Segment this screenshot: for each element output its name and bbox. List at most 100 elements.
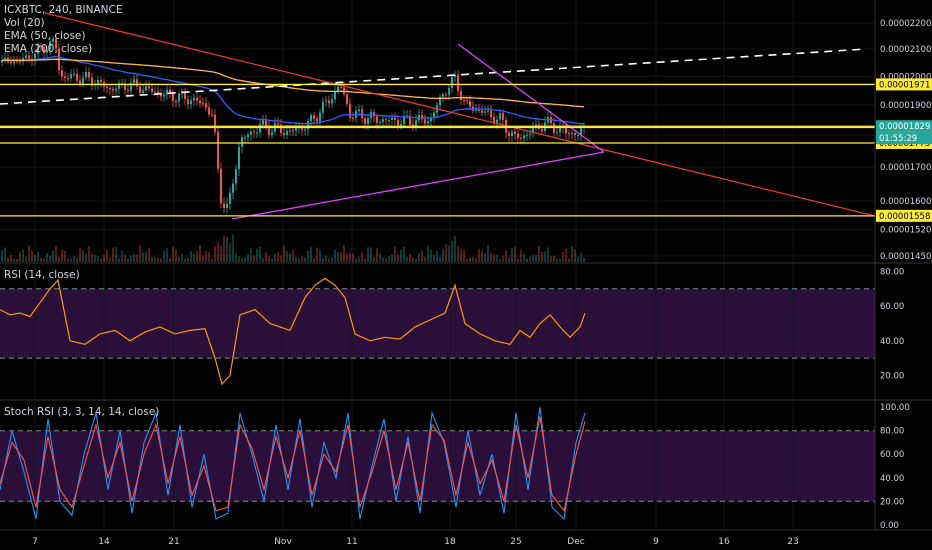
candle-body <box>151 88 153 92</box>
candle-body <box>364 118 366 124</box>
volume-bar <box>565 248 567 262</box>
volume-bar <box>220 246 222 262</box>
volume-bar <box>481 250 483 262</box>
candle-body <box>340 86 342 88</box>
volume-bar <box>175 249 177 262</box>
candle-body <box>61 70 63 77</box>
volume-bar <box>70 258 72 262</box>
volume-bar <box>577 256 579 262</box>
volume-bar <box>109 257 111 262</box>
volume-bar <box>568 258 570 262</box>
triangle-lower-line[interactable] <box>231 151 605 220</box>
candle-body <box>334 91 336 100</box>
candle-body <box>130 82 132 91</box>
volume-bar <box>310 246 312 262</box>
candle-body <box>64 76 66 79</box>
rsi-legend[interactable]: RSI (14, close) <box>4 269 80 281</box>
trend-drawings[interactable] <box>0 12 876 220</box>
candle-body <box>316 118 318 122</box>
volume-bar <box>172 246 174 262</box>
descending-trendline[interactable] <box>44 12 876 217</box>
rsi-legend-box: RSI (14, close) <box>4 269 80 282</box>
volume-bar <box>112 247 114 262</box>
osc-tick-label: 80.00 <box>880 427 904 437</box>
candle-body <box>25 55 27 58</box>
candle-body <box>211 114 213 116</box>
candle-body <box>115 88 117 91</box>
osc-tick-label: 20.00 <box>880 497 904 507</box>
volume-bar <box>262 258 264 262</box>
volume-bar <box>28 245 30 262</box>
candle-body <box>337 86 339 92</box>
candle-body <box>358 109 360 112</box>
candle-body <box>256 132 258 134</box>
osc-tick-label: 60.00 <box>880 450 904 460</box>
volume-bar <box>301 255 303 262</box>
x-tick-label: 18 <box>444 537 456 547</box>
volume-bar <box>379 253 381 262</box>
x-tick-label: 23 <box>787 537 798 547</box>
volume-bar <box>355 258 357 262</box>
volume-bar <box>250 248 252 262</box>
candle-body <box>313 115 315 119</box>
volume-bar <box>157 257 159 262</box>
candle-body <box>241 137 243 147</box>
ema50-legend[interactable]: EMA (50, close) <box>4 30 86 42</box>
candle-body <box>124 82 126 90</box>
stoch-legend[interactable]: Stoch RSI (3, 3, 14, 14, close) <box>4 406 160 418</box>
volume-bar <box>505 250 507 262</box>
volume-bar <box>436 250 438 262</box>
candle-body <box>310 115 312 122</box>
candle-body <box>307 121 309 130</box>
candle-body <box>442 94 444 97</box>
volume-bar <box>412 257 414 262</box>
triangle-upper-line[interactable] <box>457 43 605 153</box>
volume-bar <box>229 243 231 262</box>
candle-body <box>1 60 3 63</box>
volume-bar <box>55 245 57 262</box>
candle-body <box>250 131 252 135</box>
volume-bar <box>448 245 450 262</box>
candle-body <box>238 146 240 170</box>
candle-body <box>40 45 42 48</box>
volume-bar <box>343 245 345 262</box>
symbol-title[interactable]: ICXBTC, 240, BINANCE <box>4 4 123 16</box>
volume-bar <box>217 242 219 262</box>
candle-body <box>223 203 225 208</box>
oscillator-band <box>0 430 875 502</box>
candle-body <box>82 77 84 85</box>
volume-bar <box>130 255 132 262</box>
volume-bar <box>439 256 441 262</box>
volume-bar <box>124 254 126 262</box>
x-tick-label: 9 <box>653 537 659 547</box>
candle-body <box>19 61 21 63</box>
candle-body <box>559 126 561 133</box>
candle-body <box>415 120 417 128</box>
candle-body <box>277 123 279 125</box>
candle-body <box>199 100 201 104</box>
ema200-legend[interactable]: EMA (200, close) <box>4 43 93 55</box>
volume-bar <box>421 250 423 262</box>
candle-body <box>10 61 12 64</box>
candle-body <box>205 103 207 108</box>
candle-body <box>541 128 543 132</box>
volume-bar <box>496 254 498 262</box>
volume-bar <box>76 257 78 262</box>
volume-bars <box>1 234 585 262</box>
candle-body <box>565 127 567 134</box>
price-candles <box>1 35 585 214</box>
volume-bar <box>547 247 549 262</box>
volume-bar <box>133 253 135 262</box>
volume-bar <box>52 250 54 262</box>
volume-bar <box>19 251 21 262</box>
volume-bar <box>334 249 336 262</box>
candle-body <box>154 91 156 93</box>
volume-bar <box>214 245 216 262</box>
volume-bar <box>292 249 294 262</box>
vol-legend[interactable]: Vol (20) <box>4 17 45 29</box>
volume-bar <box>451 240 453 262</box>
candle-body <box>349 103 351 118</box>
dashed-trendline[interactable] <box>0 48 867 105</box>
volume-bar <box>508 257 510 262</box>
